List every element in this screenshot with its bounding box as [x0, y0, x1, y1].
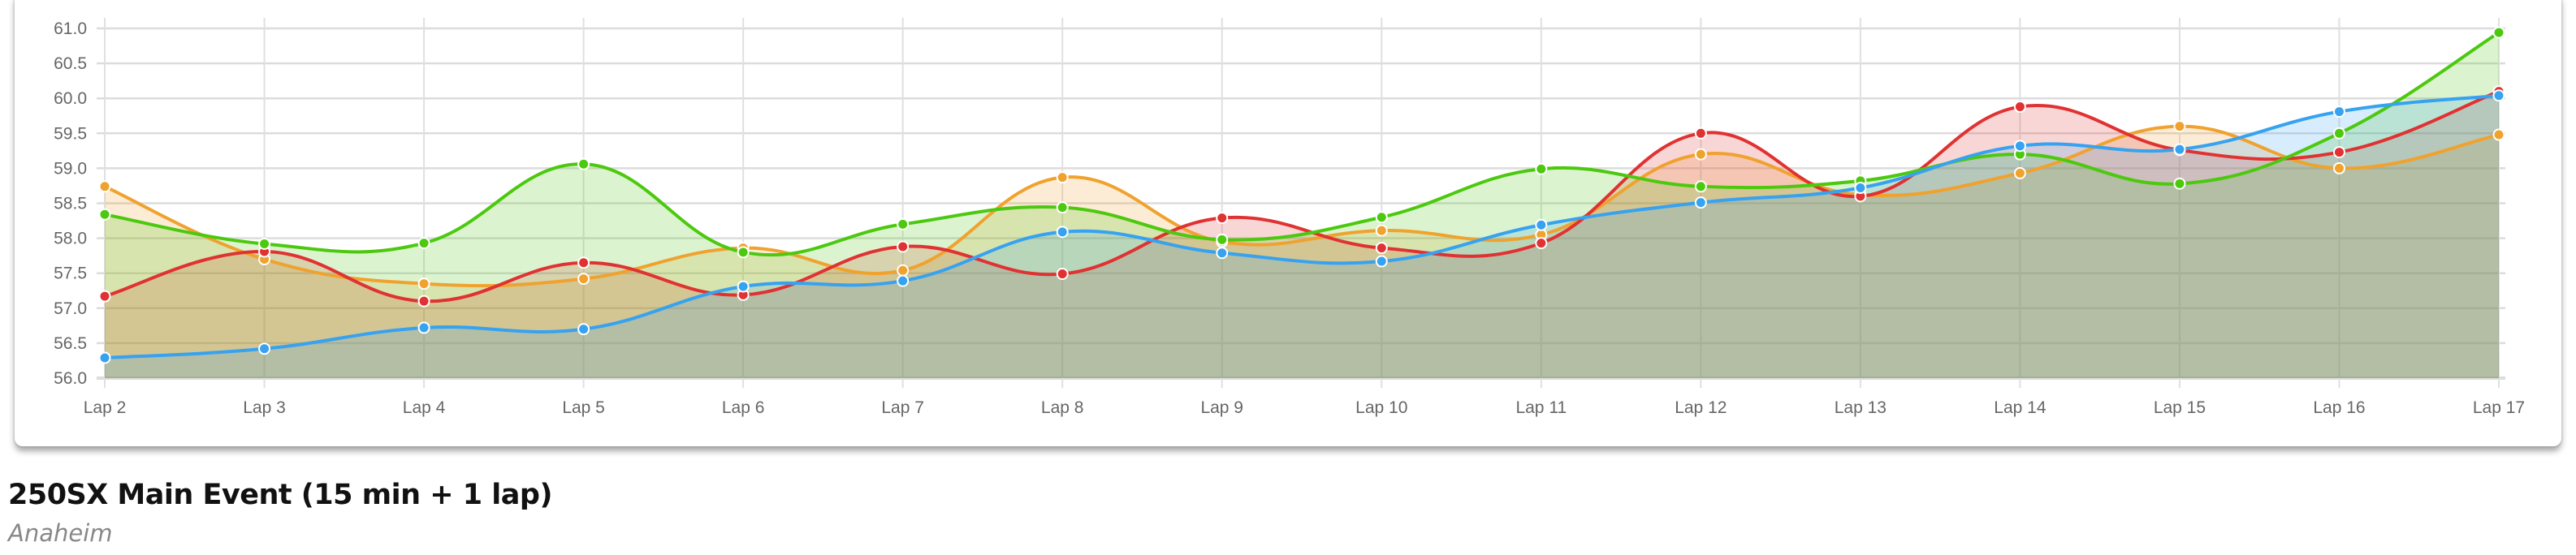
series-2-point [1375, 211, 1388, 224]
series-0-point [577, 273, 590, 286]
series-3-point [2332, 105, 2345, 118]
series-2-point [737, 246, 750, 259]
series-3-point [2492, 89, 2505, 102]
y-tick-label: 56.0 [54, 369, 87, 388]
series-3-point [737, 280, 750, 293]
y-tick-label: 58.5 [54, 195, 87, 213]
series-2-point [577, 157, 590, 170]
series-0-point [98, 180, 111, 193]
series-1-point [1375, 242, 1388, 255]
series-2-point [2173, 177, 2186, 190]
series-0-area [105, 126, 2499, 378]
series-2-point [1535, 162, 1548, 175]
x-tick-label: Lap 2 [84, 398, 127, 417]
x-tick-label: Lap 13 [1835, 398, 1887, 417]
chart-card [15, 0, 2561, 446]
y-tick-label: 60.0 [54, 89, 87, 108]
series-2-point [897, 217, 910, 230]
series-3-point [1216, 247, 1229, 260]
series-3-point [1535, 218, 1548, 231]
y-tick-label: 59.5 [54, 124, 87, 143]
chart-subtitle: Anaheim [8, 519, 113, 547]
series-1-line [104, 89, 2500, 303]
series-3-point [1854, 182, 1867, 195]
y-tick-label: 61.0 [54, 19, 87, 38]
series-1-point [1216, 212, 1229, 225]
series-3-point [577, 323, 590, 336]
series-3-point [2013, 140, 2026, 153]
y-tick-label: 59.0 [54, 159, 87, 178]
series-3-point [897, 274, 910, 287]
x-tick-label: Lap 15 [2154, 398, 2206, 417]
y-tick-label: 60.5 [54, 54, 87, 73]
series-0-point [2173, 120, 2186, 133]
series-1-point [1056, 268, 1069, 281]
series-2-point [1216, 233, 1229, 246]
chart-title: 250SX Main Event (15 min + 1 lap) [8, 479, 552, 511]
y-tick-label: 58.0 [54, 230, 87, 248]
x-tick-label: Lap 12 [1675, 398, 1727, 417]
y-tick-label: 56.5 [54, 334, 87, 353]
series-0-point [1694, 148, 1707, 161]
series-0-point [897, 264, 910, 277]
series-0-line [104, 124, 2500, 288]
y-tick-label: 57.0 [54, 299, 87, 318]
x-tick-label: Lap 16 [2313, 398, 2365, 417]
series-0-point [417, 278, 430, 290]
x-tick-label: Lap 5 [562, 398, 605, 417]
series-2-point [98, 208, 111, 221]
series-2-point [417, 237, 430, 250]
x-tick-label: Lap 10 [1355, 398, 1407, 417]
series-3-point [2173, 143, 2186, 156]
series-1-point [2013, 101, 2026, 114]
series-3-area [105, 95, 2499, 378]
series-3-point [258, 342, 271, 355]
series-1-point [1535, 237, 1548, 250]
series-3-point [1694, 196, 1707, 209]
x-tick-label: Lap 8 [1041, 398, 1084, 417]
series-1-point [417, 295, 430, 308]
x-tick-label: Lap 17 [2473, 398, 2525, 417]
series-3-point [417, 321, 430, 334]
series-2-point [258, 237, 271, 250]
series-0-point [2013, 166, 2026, 179]
series-0-point [2332, 161, 2345, 174]
series-2-point [1694, 180, 1707, 193]
series-3-point [1375, 255, 1388, 268]
x-tick-label: Lap 11 [1515, 398, 1567, 417]
series-3-point [98, 351, 111, 364]
series-1-point [577, 256, 590, 269]
series-0-point [2492, 128, 2505, 141]
series-0-point [1375, 224, 1388, 237]
x-tick-label: Lap 3 [243, 398, 286, 417]
series-1-point [98, 290, 111, 303]
x-tick-label: Lap 14 [1994, 398, 2047, 417]
series-2-point [2332, 127, 2345, 140]
series-3-line [104, 93, 2500, 359]
series-1-point [1694, 127, 1707, 140]
x-tick-label: Lap 6 [722, 398, 765, 417]
y-tick-label: 57.5 [54, 265, 87, 283]
x-tick-label: Lap 9 [1200, 398, 1243, 417]
series-2-point [1056, 201, 1069, 214]
x-tick-label: Lap 7 [881, 398, 924, 417]
series-2-line [104, 31, 2500, 257]
series-1-point [2332, 146, 2345, 159]
series-0-point [1056, 171, 1069, 184]
series-3-point [1056, 226, 1069, 239]
series-1-point [897, 240, 910, 253]
series-2-point [2492, 26, 2505, 39]
x-tick-label: Lap 4 [403, 398, 446, 417]
lap-times-chart: 56.0 56.5 57.0 57.5 58.0 58.5 59.0 59.5 60.0 60.5… [54, 18, 2525, 417]
